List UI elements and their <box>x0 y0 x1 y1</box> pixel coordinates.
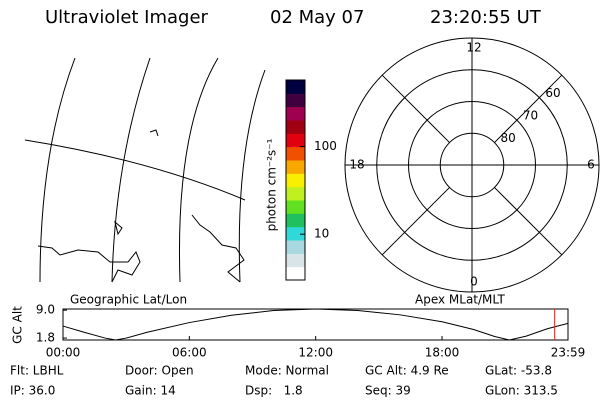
color-step <box>286 93 305 108</box>
mlt-label: 0 <box>470 275 478 289</box>
info-field: Seq: 39 <box>365 384 411 398</box>
diagonal-line <box>494 74 563 143</box>
coastline <box>191 214 245 283</box>
info-field: Mode: Normal <box>245 364 329 378</box>
diagonal-line <box>381 187 450 256</box>
color-step <box>286 106 305 121</box>
x-tick-label: 00:00 <box>46 346 81 360</box>
x-tick-label: 06:00 <box>172 346 207 360</box>
lat-ring <box>439 132 505 198</box>
coastline <box>114 220 123 236</box>
footer: Flt: LBHL Door: Open Mode: Normal GC Alt: 4… <box>10 364 558 398</box>
info-field: GLat: -53.8 <box>485 364 552 378</box>
date: 02 May 07 <box>270 7 364 28</box>
right-label: Apex MLat/MLT <box>415 293 505 307</box>
lat-ring <box>376 69 568 261</box>
color-step <box>286 240 305 254</box>
meridian <box>111 57 151 283</box>
x-tick-label: 18:00 <box>425 346 460 360</box>
x-tick-label: 12:00 <box>298 346 333 360</box>
info-field: IP: 36.0 <box>10 384 55 398</box>
altitude-line <box>62 308 569 341</box>
meridian <box>238 69 266 283</box>
x-tick-label: 23:59 <box>551 346 586 360</box>
info-field: Flt: LBHL <box>10 364 64 378</box>
diagonal-line <box>381 74 450 143</box>
colorbar: 10 100 <box>285 79 337 281</box>
lat-label: 60 <box>545 86 560 100</box>
color-step <box>286 186 305 201</box>
color-step <box>286 173 305 188</box>
color-step <box>286 226 305 241</box>
y-axis-label: GC Alt <box>11 306 25 344</box>
color-step <box>286 80 305 94</box>
color-step <box>286 266 305 281</box>
lat-ring <box>408 101 536 229</box>
color-step <box>286 200 305 214</box>
colorbar-tick-label: 100 <box>314 139 337 153</box>
color-step <box>286 146 305 161</box>
info-field: Dsp: 1.8 <box>245 384 303 398</box>
color-step <box>286 120 305 134</box>
meridian <box>39 57 76 283</box>
left-label: Geographic Lat/Lon <box>70 293 187 307</box>
color-step <box>286 253 305 268</box>
map <box>24 57 266 283</box>
colorbar-tick-label: 10 <box>314 227 329 241</box>
colorbar-label: photon cm⁻²s⁻¹ <box>265 138 279 231</box>
time: 23:20:55 UT <box>430 7 542 28</box>
colorbar-frame <box>285 79 306 281</box>
color-step <box>286 133 305 148</box>
lat-label: 70 <box>523 109 538 123</box>
parallel <box>24 139 246 201</box>
mlt-label: 18 <box>349 158 364 172</box>
coastline <box>37 245 141 283</box>
title: Ultraviolet Imager <box>45 7 209 28</box>
diagonal-line <box>494 187 563 256</box>
y-tick-label: 1.8 <box>36 331 55 345</box>
info-field: GLon: 313.5 <box>485 384 558 398</box>
info-field: Gain: 14 <box>125 384 176 398</box>
info-field: GC Alt: 4.9 Re <box>365 364 449 378</box>
meridian <box>179 57 219 283</box>
y-tick-label: 9.0 <box>36 303 55 317</box>
mlt-label: 12 <box>466 41 481 55</box>
mlt-label: 6 <box>587 158 595 172</box>
info-field: Door: Open <box>125 364 194 378</box>
lat-label: 80 <box>500 131 515 145</box>
color-step <box>286 213 305 228</box>
coastline <box>149 129 159 137</box>
color-step <box>286 160 305 174</box>
